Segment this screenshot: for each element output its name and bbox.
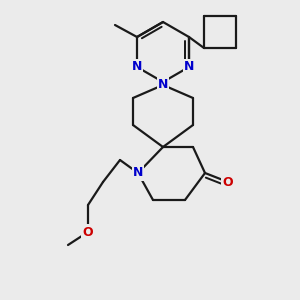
Text: N: N — [184, 61, 194, 74]
Text: O: O — [223, 176, 233, 188]
Text: N: N — [132, 61, 142, 74]
Text: N: N — [133, 167, 143, 179]
Text: N: N — [158, 79, 168, 92]
Text: O: O — [83, 226, 93, 238]
